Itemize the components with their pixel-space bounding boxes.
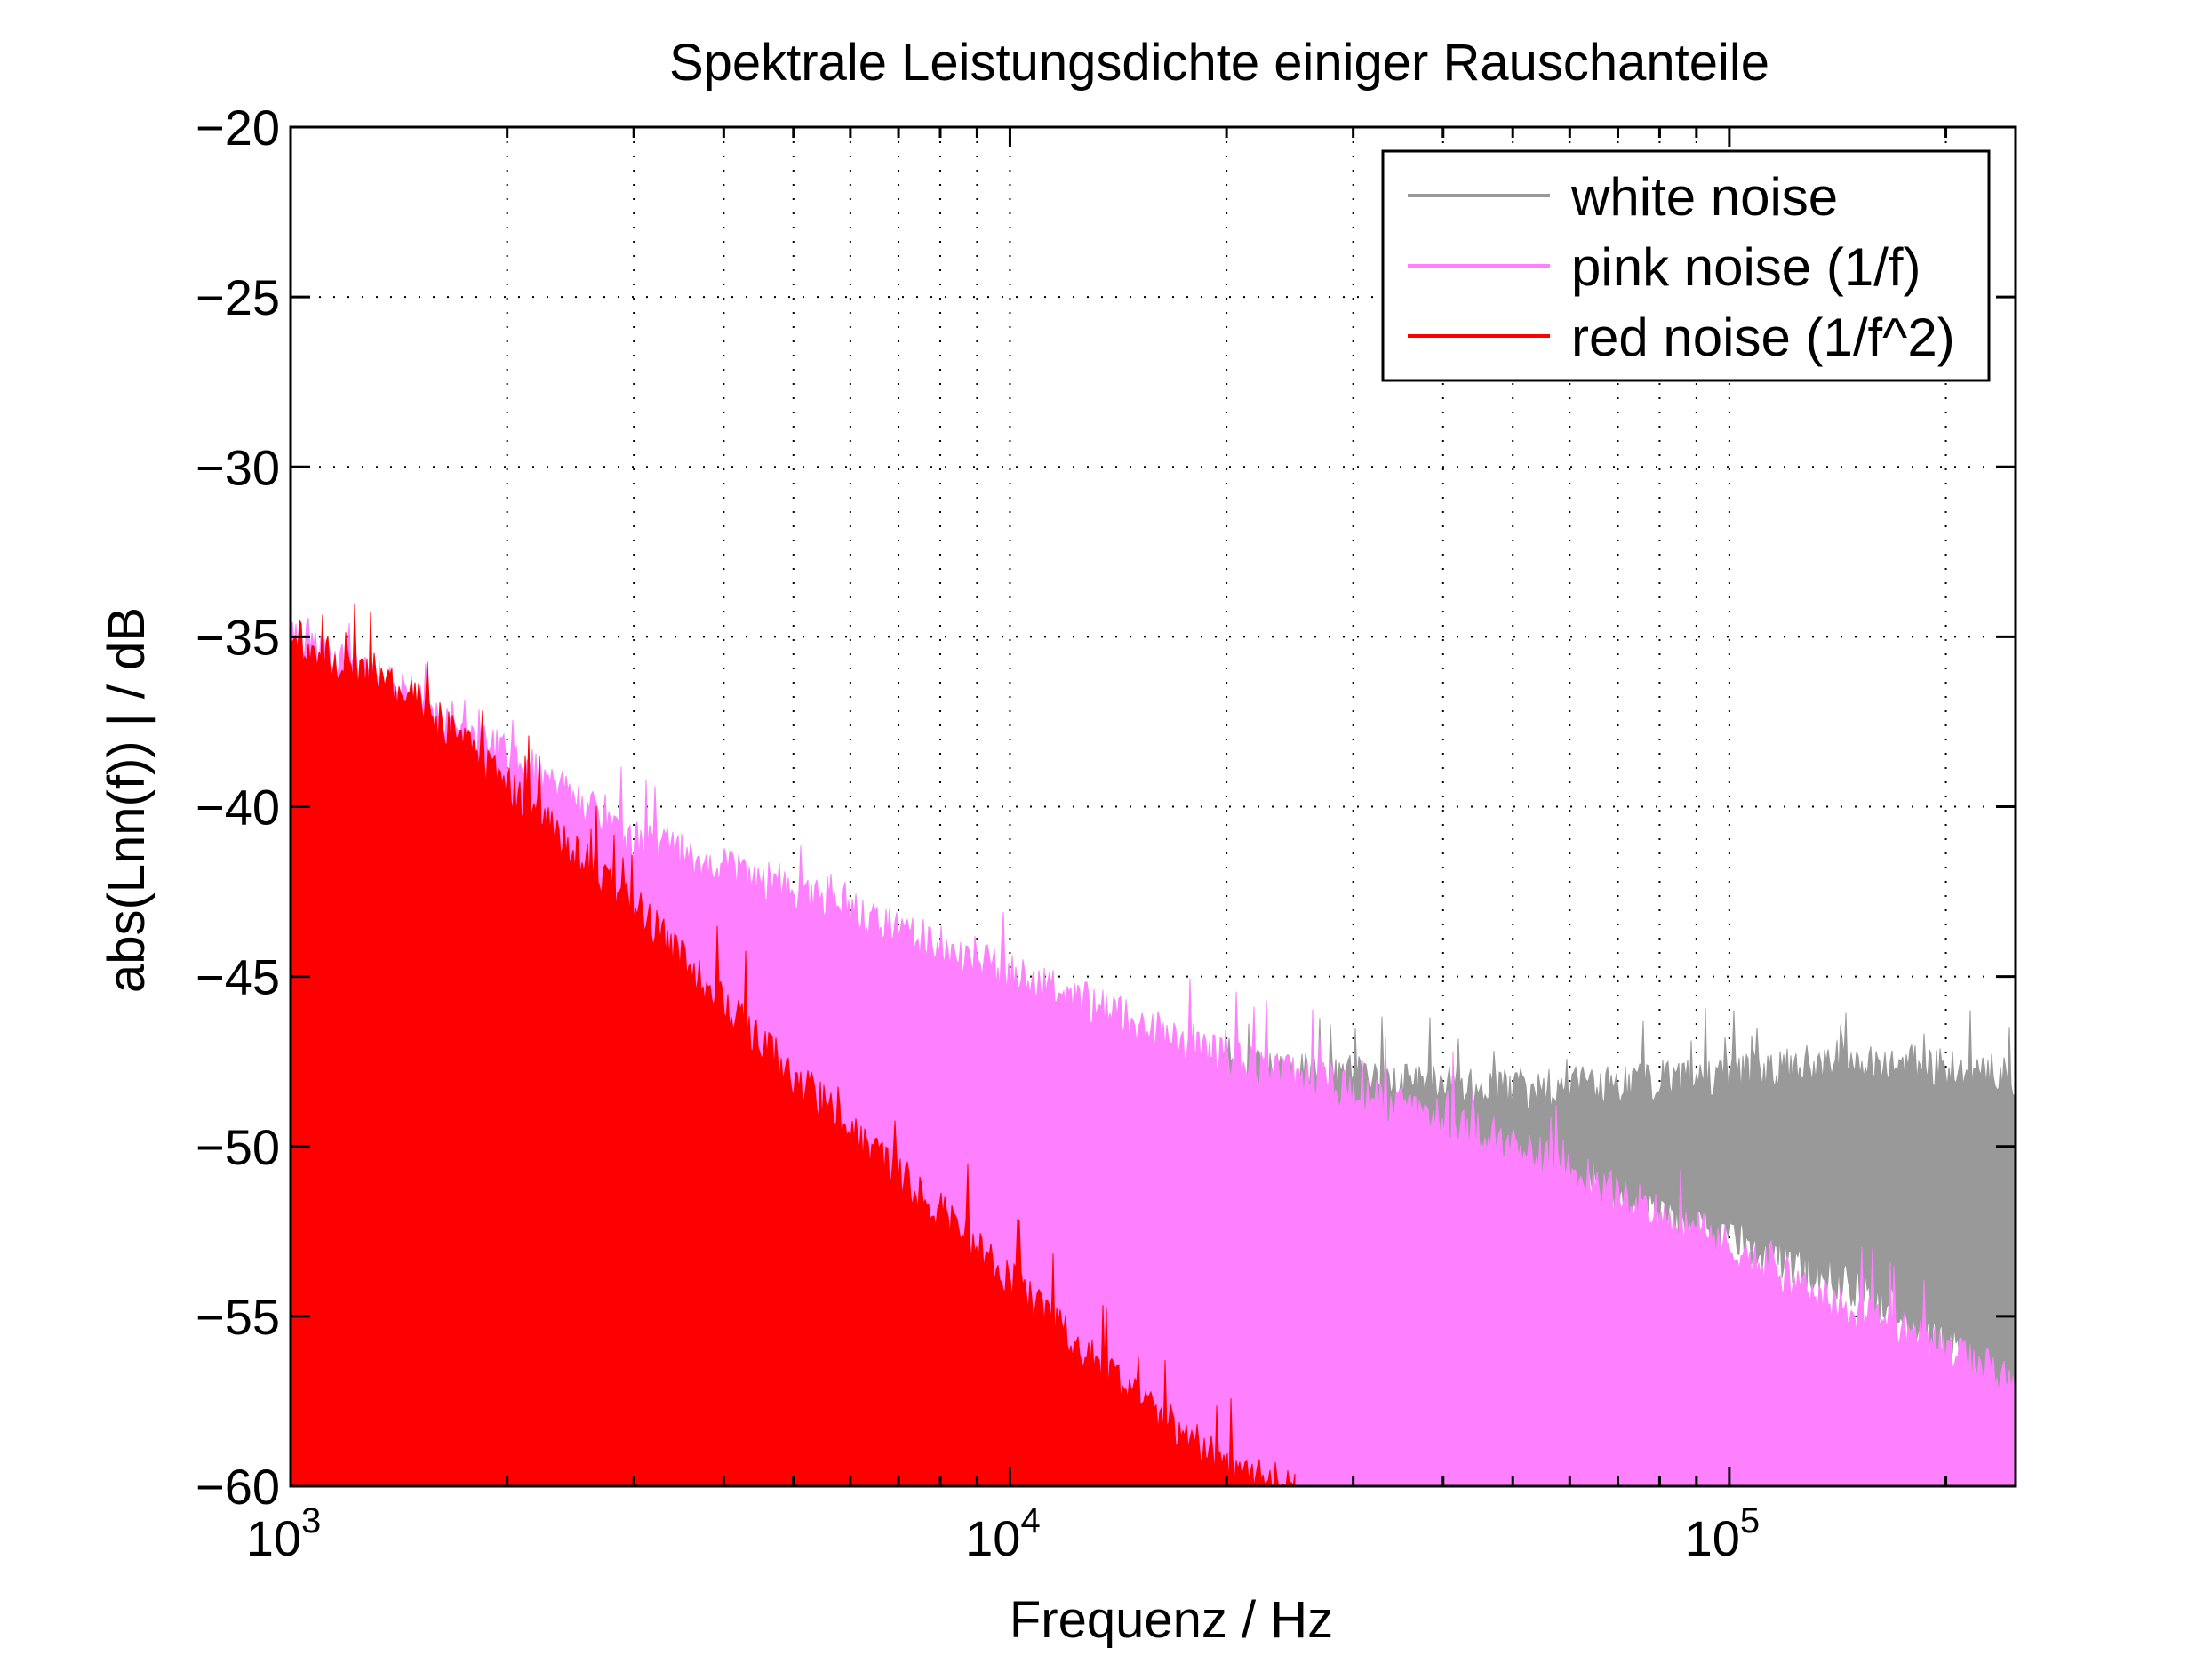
y-tick-label: −60 <box>196 1459 280 1515</box>
y-tick-label: −35 <box>196 609 280 665</box>
legend: white noise pink noise (1/f) red noise (… <box>1381 149 1991 382</box>
x-tick-label: 104 <box>965 1501 1041 1566</box>
x-tick-label: 105 <box>1685 1501 1761 1566</box>
y-tick-label: −20 <box>196 100 280 156</box>
legend-label-pink: pink noise (1/f) <box>1571 237 1921 297</box>
y-tick-label: −40 <box>196 780 280 836</box>
y-tick-label: −45 <box>196 949 280 1005</box>
legend-label-white: white noise <box>1570 167 1838 227</box>
x-axis-label: Frequenz / Hz <box>1010 1591 1333 1649</box>
y-tick-label: −55 <box>196 1289 280 1345</box>
legend-label-red: red noise (1/f^2) <box>1571 308 1955 367</box>
y-tick-label: −25 <box>196 269 280 325</box>
y-tick-label: −30 <box>196 439 280 495</box>
series-areas <box>290 604 2016 1488</box>
x-tick-label: 103 <box>246 1501 322 1566</box>
y-axis-label: abs(Lnn(f)) | / dB <box>98 607 156 993</box>
chart-title: Spektrale Leistungsdichte einiger Rausch… <box>669 34 1769 92</box>
y-tick-label: −50 <box>196 1119 280 1175</box>
